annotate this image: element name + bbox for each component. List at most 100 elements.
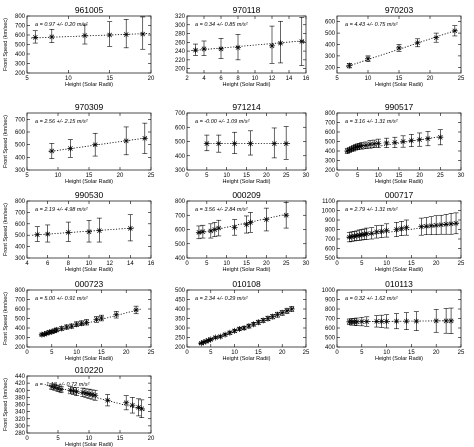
asterisk-marker — [363, 318, 370, 325]
x-tick-label: 20 — [123, 350, 130, 356]
asterisk-marker — [123, 31, 130, 38]
y-tick-label: 400 — [175, 307, 186, 313]
asterisk-marker — [86, 228, 92, 235]
data-point — [378, 224, 385, 238]
x-tick-label: 16 — [148, 261, 155, 267]
asterisk-marker — [362, 142, 369, 149]
data-point — [451, 25, 458, 37]
y-axis-label: Front Speed (km/sec) — [3, 203, 9, 256]
data-point — [203, 134, 210, 152]
data-point — [283, 202, 290, 229]
asterisk-marker — [274, 311, 281, 318]
asterisk-marker — [207, 227, 214, 234]
data-point — [269, 313, 276, 320]
y-tick-label: 400 — [15, 245, 26, 251]
fit-line — [48, 384, 145, 411]
x-tick-label: 0 — [25, 436, 29, 442]
data-point — [113, 311, 120, 319]
asterisk-marker — [260, 317, 267, 324]
x-tick-label: 12 — [269, 76, 276, 82]
data-point — [298, 17, 305, 66]
acceleration-annotation: a = 2.56 +/- 2.15 m/s² — [35, 119, 88, 125]
y-tick-label: 500 — [325, 256, 336, 262]
asterisk-marker — [247, 140, 254, 147]
asterisk-marker — [416, 136, 423, 143]
y-tick-label: 300 — [15, 336, 26, 342]
x-axis-label: Height (Solar Radii) — [65, 267, 113, 273]
panel-title: 010108 — [232, 279, 261, 289]
asterisk-marker — [133, 306, 140, 313]
asterisk-marker — [123, 399, 130, 406]
x-tick-label: 25 — [148, 173, 155, 179]
asterisk-marker — [408, 137, 415, 144]
x-tick-label: 16 — [303, 76, 310, 82]
x-tick-label: 20 — [263, 173, 270, 179]
x-tick-label: 15 — [117, 436, 124, 442]
panel-title: 971214 — [232, 102, 261, 112]
data-point — [247, 130, 254, 156]
data-point — [373, 225, 380, 239]
panel-title: 970118 — [233, 5, 261, 15]
x-tick-label: 5 — [209, 350, 213, 356]
asterisk-marker — [127, 225, 134, 232]
y-tick-label: 300 — [175, 326, 186, 332]
x-tick-label: 12 — [106, 261, 113, 267]
x-tick-label: 0 — [25, 350, 29, 356]
y-tick-label: 200 — [175, 345, 186, 351]
data-point — [93, 316, 100, 323]
panel-title: 000717 — [385, 190, 414, 200]
asterisk-marker — [48, 148, 55, 154]
data-point — [41, 331, 48, 338]
acceleration-annotation: a = -1.18 +/- 0.72 m/s² — [35, 382, 90, 388]
y-tick-label: 900 — [325, 218, 336, 224]
data-point — [68, 323, 75, 330]
asterisk-marker — [277, 40, 284, 47]
asterisk-marker — [371, 140, 378, 147]
panel-990517: 990517 0 5 10 15 20 25 30 200 300 400 500 600 700 800 H… — [325, 102, 465, 185]
y-tick-label: 400 — [15, 155, 26, 161]
y-tick-label: 600 — [15, 307, 26, 313]
data-point — [448, 307, 455, 335]
data-point — [383, 223, 390, 238]
y-tick-label: 800 — [15, 288, 26, 294]
y-tick-label: 450 — [175, 298, 186, 304]
asterisk-marker — [437, 134, 444, 141]
data-point — [63, 324, 70, 331]
y-tick-label: 200 — [325, 65, 336, 71]
asterisk-marker — [269, 313, 276, 320]
y-tick-label: 300 — [15, 62, 26, 68]
data-point — [448, 213, 455, 235]
x-axis-label: Height (Solar Radii) — [375, 356, 423, 362]
data-point — [269, 25, 275, 64]
asterisk-marker — [363, 230, 370, 237]
x-tick-label: 20 — [263, 261, 270, 267]
asterisk-marker — [451, 27, 458, 34]
y-tick-label: 280 — [15, 431, 26, 437]
asterisk-marker — [243, 221, 250, 228]
asterisk-marker — [283, 140, 290, 147]
data-point — [367, 140, 374, 149]
x-tick-label: 8 — [67, 261, 71, 267]
x-axis-label: Height (Solar Radii) — [65, 82, 113, 88]
asterisk-marker — [346, 62, 353, 69]
x-tick-label: 20 — [279, 350, 286, 356]
y-tick-label: 250 — [175, 336, 186, 342]
asterisk-marker — [428, 222, 435, 229]
asterisk-marker — [235, 44, 241, 51]
data-point — [123, 126, 130, 156]
y-tick-label: 380 — [15, 395, 26, 401]
data-point — [55, 384, 61, 392]
data-point — [241, 325, 248, 331]
data-point — [217, 333, 224, 340]
y-tick-label: 300 — [15, 168, 26, 174]
asterisk-marker — [283, 212, 290, 219]
asterisk-marker — [63, 324, 70, 331]
x-tick-label: 5 — [205, 261, 209, 267]
asterisk-marker — [135, 404, 142, 411]
x-tick-label: 15 — [408, 261, 415, 267]
panel-010108: 010108 0 5 10 15 20 25 200 250 300 350 400 450 500 Hei… — [175, 279, 310, 362]
x-tick-label: 0 — [335, 350, 339, 356]
x-tick-label: 0 — [335, 173, 339, 179]
asterisk-marker — [368, 230, 375, 237]
y-tick-label: 400 — [175, 154, 186, 160]
